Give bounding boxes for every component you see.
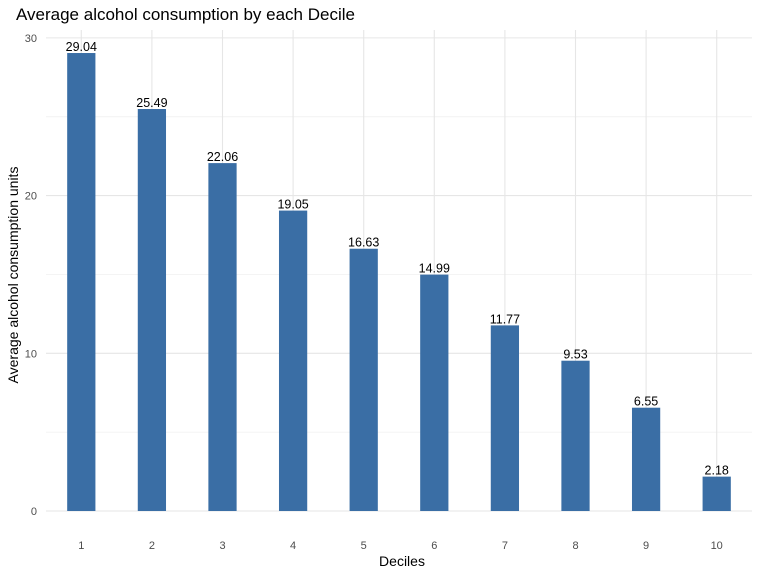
y-tick-label: 20 — [25, 191, 37, 203]
x-tick-label: 3 — [219, 540, 225, 552]
x-axis-title: Deciles — [379, 553, 425, 569]
bar — [420, 274, 449, 511]
x-tick-label: 2 — [149, 540, 155, 552]
data-label: 11.77 — [490, 312, 520, 326]
bar — [67, 53, 96, 512]
x-tick-label: 8 — [572, 540, 578, 552]
x-axis-ticks: 1 2 3 4 5 6 7 8 9 10 — [78, 540, 723, 552]
data-label: 19.05 — [277, 198, 308, 212]
data-label: 16.63 — [348, 236, 379, 250]
data-label: 9.53 — [563, 348, 587, 362]
x-tick-label: 4 — [290, 540, 296, 552]
bar — [278, 210, 308, 511]
data-label: 14.99 — [419, 262, 450, 276]
bar — [561, 360, 590, 511]
bar — [631, 407, 661, 511]
bar — [490, 325, 520, 511]
data-labels: 29.04 25.49 22.06 19.05 16.63 14.99 11.77 9.53 6… — [66, 40, 729, 478]
bar — [702, 476, 731, 511]
y-tick-label: 10 — [25, 348, 37, 360]
y-axis-ticks: 0 10 20 30 — [25, 33, 37, 518]
bar — [208, 163, 237, 511]
x-tick-label: 7 — [502, 540, 508, 552]
y-tick-label: 30 — [25, 33, 37, 45]
x-tick-label: 6 — [431, 540, 437, 552]
data-label: 2.18 — [705, 464, 729, 478]
bars — [67, 53, 731, 512]
data-label: 6.55 — [634, 395, 658, 409]
bar — [349, 248, 378, 511]
data-label: 29.04 — [66, 40, 97, 54]
x-tick-label: 5 — [361, 540, 367, 552]
bar — [137, 109, 167, 511]
x-tick-label: 1 — [78, 540, 84, 552]
data-label: 22.06 — [207, 150, 238, 164]
data-label: 25.49 — [136, 96, 167, 110]
y-tick-label: 0 — [31, 506, 37, 518]
y-axis-title: Average alcohol consumption units — [5, 167, 21, 384]
x-tick-label: 10 — [711, 540, 723, 552]
x-tick-label: 9 — [643, 540, 649, 552]
chart-title: Average alcohol consumption by each Deci… — [16, 5, 355, 24]
